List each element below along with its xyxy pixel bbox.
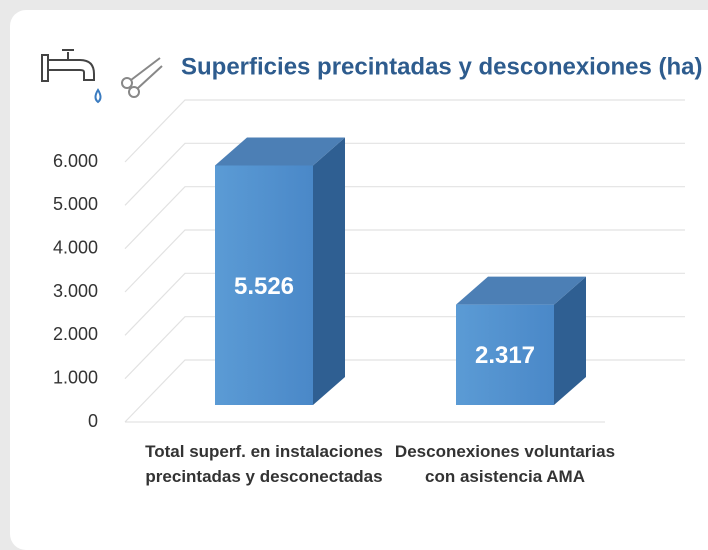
grid-line [124,316,685,380]
y-tick-label: 0 [88,411,98,431]
card: Superficies precintadas y desconexiones … [10,10,708,550]
x-tick-label: Desconexiones voluntarias con asistencia… [394,442,616,486]
chart: Superficies precintadas y desconexiones … [41,49,703,431]
chart-title: Superficies precintadas y desconexiones … [181,53,703,80]
y-tick-label: 4.000 [53,237,98,257]
faucet-icon [41,49,102,104]
bar-top [215,137,345,166]
bar-side [313,137,345,405]
bar-side [554,276,586,405]
y-tick-label: 1.000 [53,367,98,387]
y-tick-label: 2.000 [53,324,98,344]
grid-line [124,272,685,336]
grid-line [124,186,685,250]
bar-front [456,304,554,405]
grid-line [124,142,685,206]
y-tick-label: 3.000 [53,281,98,301]
x-tick-label: Total superf. en instalaciones precintad… [145,442,383,486]
grid-line [124,99,685,163]
grid-line [124,229,685,293]
value-label: 5.526 [234,273,294,300]
grid-line [124,359,685,423]
bar-top [456,276,586,305]
bar [456,276,586,405]
bar [215,137,345,405]
scissors-icon [121,57,163,98]
bar-front [215,165,313,405]
y-tick-label: 5.000 [53,194,98,214]
value-label: 2.317 [475,342,535,369]
y-tick-label: 6.000 [53,151,98,171]
